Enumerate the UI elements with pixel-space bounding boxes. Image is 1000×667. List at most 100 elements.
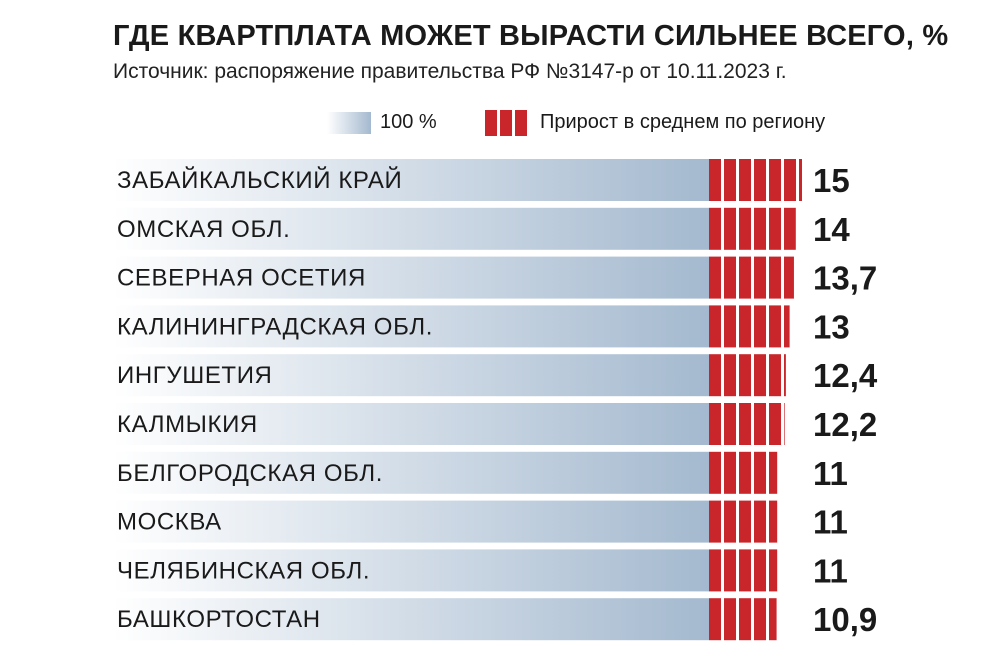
bar-row: ЧЕЛЯБИНСКАЯ ОБЛ. 11 — [113, 549, 848, 592]
value-label: 11 — [813, 504, 848, 541]
bar-increase-segment — [769, 305, 781, 348]
bar-increase-segment — [709, 256, 721, 299]
chart-subtitle: Источник: распоряжение правительства РФ … — [113, 60, 787, 83]
bar-increase-segment — [724, 159, 736, 201]
bar-increase-segment — [724, 598, 736, 641]
legend-base-swatch — [327, 112, 371, 134]
category-label: ЧЕЛЯБИНСКАЯ ОБЛ. — [117, 557, 370, 584]
bar-increase-segment — [784, 305, 790, 348]
bar-increase-segment — [709, 598, 721, 641]
bar-base — [113, 549, 709, 592]
bar-increase-segment — [724, 256, 736, 299]
bar-increase-segment — [784, 256, 794, 299]
category-label: КАЛМЫКИЯ — [117, 411, 258, 438]
bar-increase-segment — [754, 403, 766, 445]
bar-increase-segment — [709, 354, 721, 397]
bar-increase-segment — [769, 403, 781, 445]
bar-increase-segment — [754, 549, 766, 592]
legend-increase-label: Прирост в среднем по региону — [540, 111, 826, 133]
value-label: 14 — [813, 211, 850, 248]
value-label: 12,4 — [813, 357, 878, 394]
bar-base — [113, 256, 709, 299]
bar-increase-segment — [784, 403, 785, 445]
bar-increase-segment — [709, 207, 721, 250]
bar-increase-segment — [724, 451, 736, 494]
bar-increase-segment — [709, 305, 721, 348]
bar-increase-segment — [754, 451, 766, 494]
category-label: КАЛИНИНГРАДСКАЯ ОБЛ. — [117, 313, 433, 340]
bar-increase-segment — [709, 159, 721, 201]
bar-row: ИНГУШЕТИЯ 12,4 — [113, 354, 878, 397]
bar-base — [113, 207, 709, 250]
bar-row: ОМСКАЯ ОБЛ. 14 — [113, 207, 850, 250]
bar-increase-segment — [754, 159, 766, 201]
bar-increase-segment — [739, 451, 751, 494]
bar-increase-segment — [754, 500, 766, 543]
value-label: 13 — [813, 308, 850, 345]
bar-increase-segment — [754, 305, 766, 348]
bar-increase-segment — [754, 598, 766, 641]
bar-increase-segment — [739, 598, 751, 641]
bar-base — [113, 451, 709, 494]
bar-row: КАЛМЫКИЯ 12,2 — [113, 403, 877, 445]
bar-increase-segment — [724, 305, 736, 348]
category-label: БЕЛГОРОДСКАЯ ОБЛ. — [117, 460, 383, 487]
bar-increase-segment — [709, 500, 721, 543]
bar-increase-segment — [739, 403, 751, 445]
bar-row: БАШКОРТОСТАН 10,9 — [113, 598, 877, 641]
value-label: 11 — [813, 552, 848, 589]
chart-title: ГДЕ КВАРТПЛАТА МОЖЕТ ВЫРАСТИ СИЛЬНЕЕ ВСЕ… — [113, 20, 949, 52]
value-label: 15 — [813, 162, 850, 199]
bar-increase-segment — [769, 159, 781, 201]
value-label: 13,7 — [813, 260, 877, 297]
bar-increase-segment — [769, 207, 781, 250]
bar-row: СЕВЕРНАЯ ОСЕТИЯ 13,7 — [113, 256, 877, 299]
bar-increase-segment — [739, 256, 751, 299]
legend-base-label: 100 % — [380, 111, 437, 133]
bar-increase-segment — [739, 305, 751, 348]
bar-increase-segment — [709, 451, 721, 494]
bar-row: ЗАБАЙКАЛЬСКИЙ КРАЙ 15 — [113, 159, 850, 201]
bar-increase-segment — [784, 354, 786, 397]
value-label: 10,9 — [813, 601, 877, 638]
bar-increase-segment — [724, 500, 736, 543]
bar-increase-segment — [769, 549, 778, 592]
bar-increase-segment — [739, 549, 751, 592]
bar-increase-segment — [754, 256, 766, 299]
bar-row: МОСКВА 11 — [113, 500, 848, 543]
bar-increase-segment — [739, 500, 751, 543]
bar-increase-segment — [769, 354, 781, 397]
bar-increase-segment — [784, 207, 796, 250]
category-label: МОСКВА — [117, 509, 222, 536]
bar-increase-segment — [799, 159, 802, 201]
bar-base — [113, 403, 709, 445]
category-label: БАШКОРТОСТАН — [117, 606, 321, 633]
value-label: 12,2 — [813, 406, 877, 443]
bar-increase-segment — [769, 256, 781, 299]
bar-increase-segment — [724, 403, 736, 445]
bar-increase-segment — [769, 500, 778, 543]
bar-row: КАЛИНИНГРАДСКАЯ ОБЛ. 13 — [113, 305, 850, 348]
bar-increase-segment — [754, 354, 766, 397]
bar-increase-segment — [769, 598, 777, 641]
bar-increase-segment — [709, 403, 721, 445]
bar-increase-segment — [739, 354, 751, 397]
bar-increase-segment — [724, 354, 736, 397]
bar-increase-segment — [739, 159, 751, 201]
bar-row: БЕЛГОРОДСКАЯ ОБЛ. 11 — [113, 451, 848, 494]
category-label: ИНГУШЕТИЯ — [117, 362, 272, 389]
category-label: ЗАБАЙКАЛЬСКИЙ КРАЙ — [117, 166, 402, 194]
bar-increase-segment — [724, 549, 736, 592]
bar-base — [113, 354, 709, 397]
legend-increase-swatch — [485, 110, 527, 136]
bar-base — [113, 159, 709, 201]
bar-base — [113, 598, 709, 641]
bar-base — [113, 500, 709, 543]
bar-increase-segment — [769, 451, 778, 494]
bar-base — [113, 305, 709, 348]
bar-increase-segment — [739, 207, 751, 250]
bar-increase-segment — [709, 549, 721, 592]
category-label: СЕВЕРНАЯ ОСЕТИЯ — [117, 265, 366, 292]
value-label: 11 — [813, 455, 848, 492]
